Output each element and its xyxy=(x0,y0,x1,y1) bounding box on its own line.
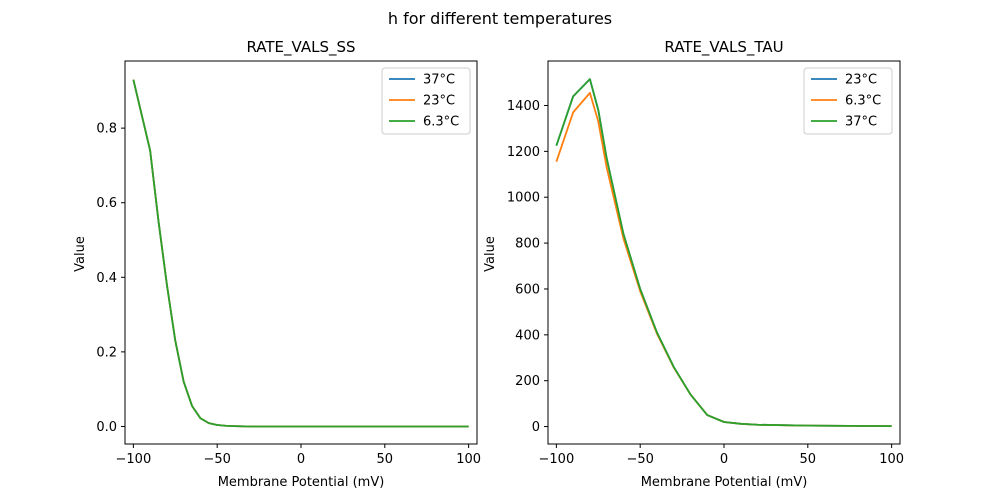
y-tick-label: 0 xyxy=(532,420,540,435)
y-tick-label: 0.6 xyxy=(96,196,117,211)
legend-label: 23°C xyxy=(845,73,877,88)
x-tick-label: 100 xyxy=(456,452,481,467)
x-tick-label: 100 xyxy=(879,452,904,467)
y-tick-label: 1400 xyxy=(507,99,540,114)
x-tick-label: 0 xyxy=(297,452,305,467)
series-line-2 xyxy=(555,78,892,428)
legend-label: 6.3°C xyxy=(845,94,881,109)
y-tick-label: 200 xyxy=(515,374,540,389)
legend-box xyxy=(381,67,471,135)
y-tick-label: 600 xyxy=(515,282,540,297)
legend: 23°C 6.3°C 37°C xyxy=(803,67,893,135)
legend: 37°C 23°C 6.3°C xyxy=(381,67,471,135)
legend-label: 37°C xyxy=(845,115,877,130)
x-tick-label: −100 xyxy=(539,452,575,467)
x-axis-label: Membrane Potential (mV) xyxy=(641,475,808,490)
y-axis-label: Value xyxy=(483,236,498,272)
x-tick-label: 0 xyxy=(720,452,728,467)
chart-panel-ss: RATE_VALS_SS Membrane Potential (mV) Val… xyxy=(73,38,481,490)
y-tick-label: 0.0 xyxy=(96,420,117,435)
legend-label: 23°C xyxy=(423,94,455,109)
y-tick-label: 1200 xyxy=(507,145,540,160)
x-tick-label: −100 xyxy=(116,452,152,467)
y-tick-label: 0.8 xyxy=(96,122,117,137)
series-line-2 xyxy=(132,79,469,428)
figure-title: h for different temperatures xyxy=(388,9,612,28)
legend-label: 37°C xyxy=(423,73,455,88)
y-tick-label: 800 xyxy=(515,237,540,252)
chart-title: RATE_VALS_TAU xyxy=(664,38,783,57)
legend-box xyxy=(803,67,893,135)
y-axis-label: Value xyxy=(73,236,88,272)
chart-title: RATE_VALS_SS xyxy=(246,38,355,57)
x-tick-label: 50 xyxy=(377,452,394,467)
y-tick-label: 0.2 xyxy=(96,345,117,360)
legend-label: 6.3°C xyxy=(423,115,459,130)
y-tick-label: 0.4 xyxy=(96,271,117,286)
x-axis-label: Membrane Potential (mV) xyxy=(218,475,385,490)
x-tick-label: −50 xyxy=(203,452,230,467)
x-tick-label: −50 xyxy=(626,452,653,467)
series-line-1 xyxy=(555,91,892,428)
y-tick-label: 400 xyxy=(515,328,540,343)
y-tick-label: 1000 xyxy=(507,191,540,206)
x-tick-label: 50 xyxy=(800,452,817,467)
chart-panel-tau: RATE_VALS_TAU Membrane Potential (mV) Va… xyxy=(483,38,904,490)
